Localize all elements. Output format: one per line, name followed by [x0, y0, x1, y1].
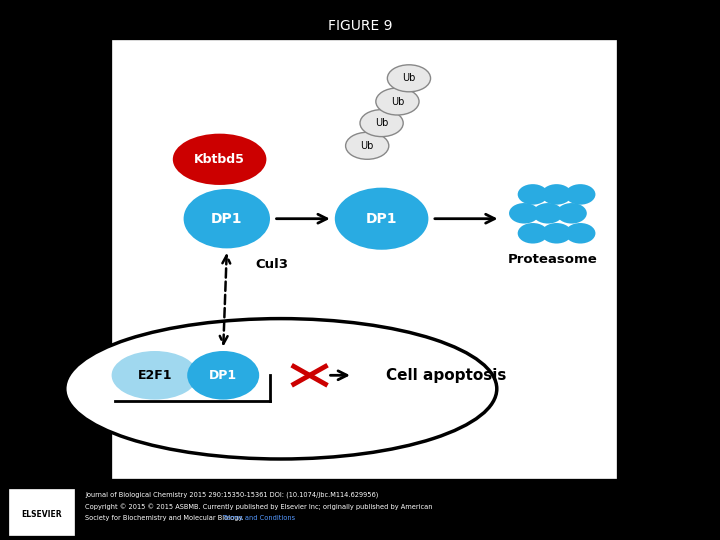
Ellipse shape [187, 351, 259, 400]
Text: Ub: Ub [375, 118, 388, 128]
Bar [112, 40, 616, 478]
Text: Cell apoptosis: Cell apoptosis [386, 368, 507, 383]
Text: ELSEVIER: ELSEVIER [22, 510, 62, 518]
Ellipse shape [346, 132, 389, 159]
Ellipse shape [518, 184, 548, 205]
Text: Kbtbd5: Kbtbd5 [194, 153, 245, 166]
Text: Ub: Ub [391, 97, 404, 106]
Ellipse shape [387, 65, 431, 92]
Ellipse shape [533, 203, 563, 224]
Text: Journal of Biological Chemistry 2015 290:15350-15361 DOI: (10.1074/jbc.M114.6299: Journal of Biological Chemistry 2015 290… [85, 491, 378, 498]
Ellipse shape [518, 223, 548, 244]
Ellipse shape [565, 223, 595, 244]
Ellipse shape [65, 319, 497, 459]
Ellipse shape [565, 184, 595, 205]
Ellipse shape [376, 88, 419, 115]
Text: Terms and Conditions: Terms and Conditions [223, 515, 295, 521]
Text: Ub: Ub [402, 73, 415, 83]
Text: Ub: Ub [361, 141, 374, 151]
Ellipse shape [112, 351, 198, 400]
Ellipse shape [360, 110, 403, 137]
Ellipse shape [541, 184, 572, 205]
Ellipse shape [335, 187, 428, 249]
Ellipse shape [557, 203, 587, 224]
Ellipse shape [173, 134, 266, 185]
Text: E2F1: E2F1 [138, 369, 172, 382]
Text: Proteasome: Proteasome [508, 253, 598, 266]
Text: Copyright © 2015 © 2015 ASBMB. Currently published by Elsevier Inc; originally p: Copyright © 2015 © 2015 ASBMB. Currently… [85, 503, 433, 510]
Ellipse shape [541, 223, 572, 244]
Ellipse shape [184, 189, 270, 248]
Bar [9, 489, 74, 535]
Text: Cul3: Cul3 [256, 258, 289, 271]
Text: FIGURE 9: FIGURE 9 [328, 19, 392, 33]
Text: DP1: DP1 [211, 212, 243, 226]
Ellipse shape [509, 203, 539, 224]
Text: DP1: DP1 [366, 212, 397, 226]
Text: Society for Biochemistry and Molecular Biology.: Society for Biochemistry and Molecular B… [85, 515, 246, 521]
Text: DP1: DP1 [209, 369, 238, 382]
